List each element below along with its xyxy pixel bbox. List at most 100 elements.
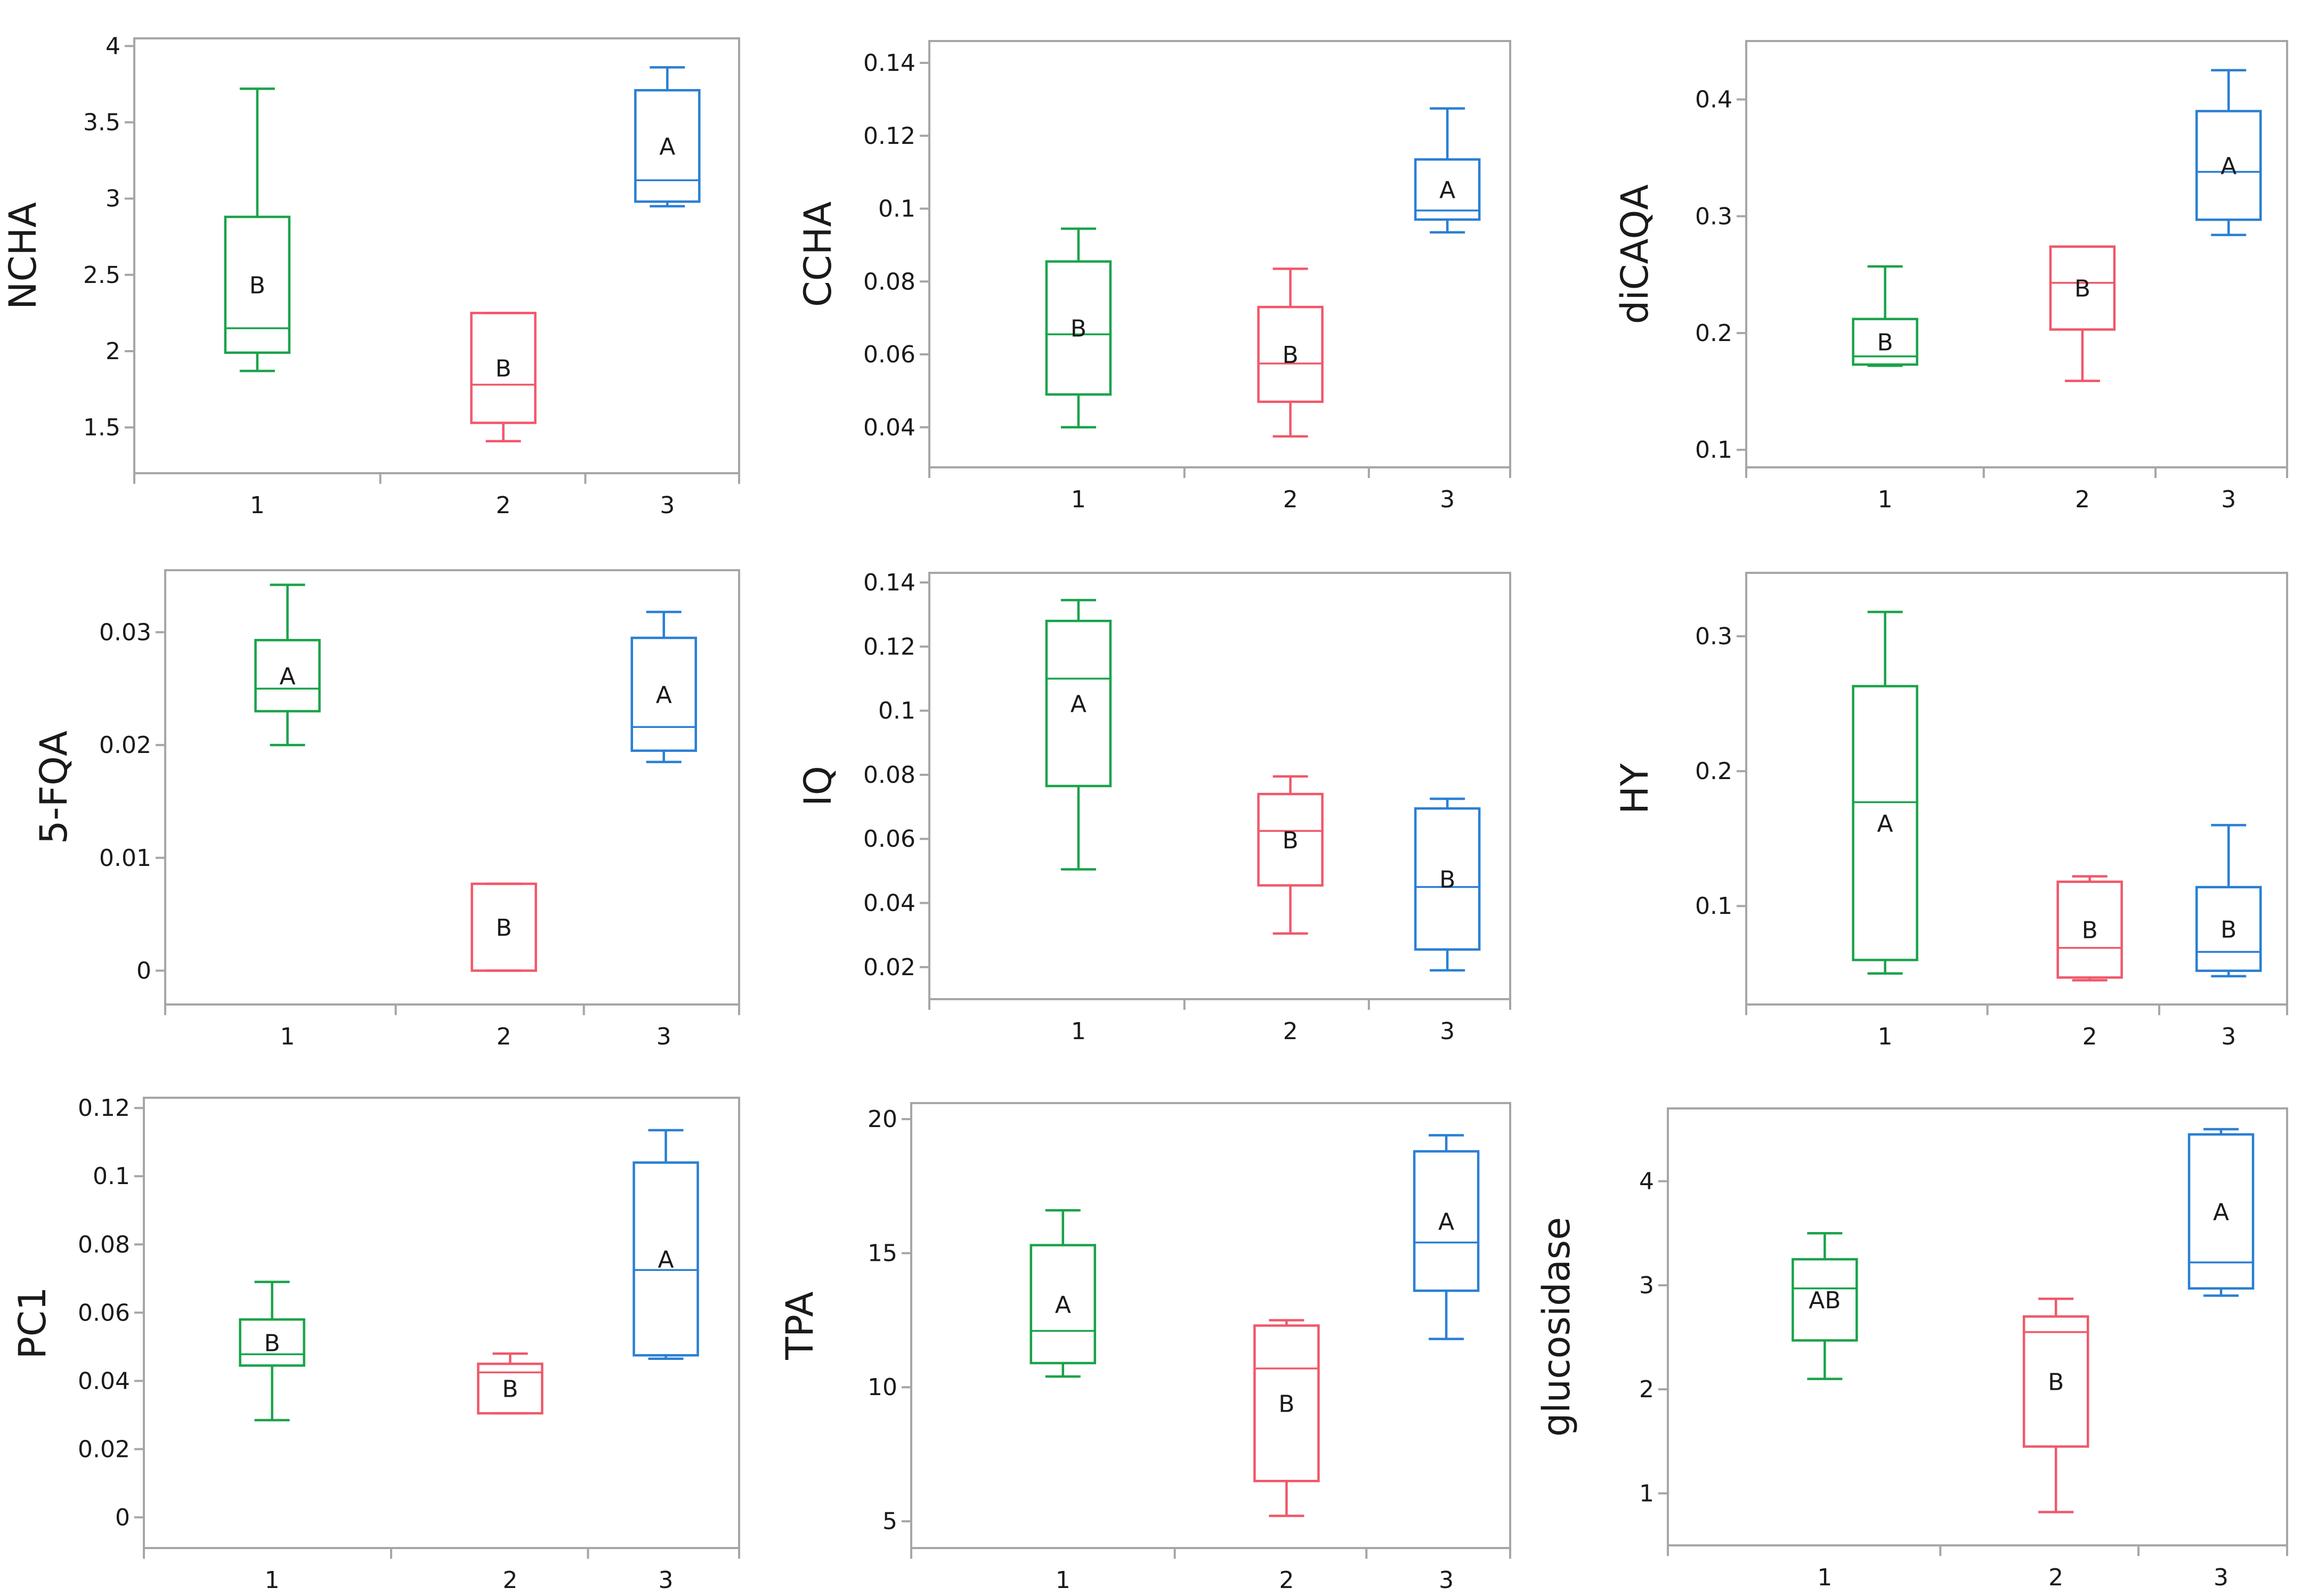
iqr-box xyxy=(224,215,291,354)
box-group-1: A xyxy=(1852,611,1918,975)
y-tick-label: 0.2 xyxy=(1695,758,1732,785)
y-tick-label: 0.01 xyxy=(99,845,151,872)
iqr-box xyxy=(477,1363,544,1415)
group-letter-label: B xyxy=(1439,866,1455,893)
y-tick-label: 2 xyxy=(1639,1376,1654,1403)
x-tick-label: 2 xyxy=(2082,1023,2097,1050)
y-tick-label: 3 xyxy=(106,185,120,213)
y-tick-label: 2.5 xyxy=(83,262,120,289)
box-group-3: B xyxy=(2195,824,2262,978)
plot-frame xyxy=(1667,1107,2288,1546)
y-tick-label: 0.1 xyxy=(93,1163,130,1190)
iqr-box xyxy=(470,312,537,424)
iqr-box xyxy=(1045,619,1112,788)
x-tick-label: 3 xyxy=(660,492,675,519)
box-plot-panel: 1.5 2 2.5 3 3.5 4 1 2 3 NCHA B B A xyxy=(1,33,740,519)
x-tick-label: 2 xyxy=(2075,486,2090,513)
box-plot-panel: 0 0.01 0.02 0.03 1 2 3 5-FQA A B A xyxy=(32,569,740,1050)
y-tick-label: 15 xyxy=(868,1240,897,1267)
group-letter-label: A xyxy=(1877,811,1893,838)
iqr-box xyxy=(1414,807,1481,951)
y-tick-label: 4 xyxy=(1639,1168,1654,1195)
y-tick-label: 0.2 xyxy=(1695,320,1732,347)
plot-frame xyxy=(143,1097,740,1549)
y-tick-label: 0.4 xyxy=(1695,86,1732,114)
x-tick-label: 2 xyxy=(502,1567,517,1593)
group-letter-label: A xyxy=(1438,1208,1454,1235)
box-group-1: A xyxy=(1030,1209,1096,1378)
y-tick-label: 10 xyxy=(868,1374,897,1401)
group-letter-label: B xyxy=(2048,1369,2064,1396)
box-group-2: B xyxy=(1253,1319,1320,1517)
x-tick-label: 2 xyxy=(2048,1564,2063,1591)
x-tick-label: 1 xyxy=(1878,486,1893,513)
y-tick-label: 0.04 xyxy=(863,414,915,441)
x-tick-label: 2 xyxy=(1283,486,1298,513)
plot-frame xyxy=(164,569,740,1006)
group-letter-label: A xyxy=(279,663,295,690)
plot-frame xyxy=(910,1102,1511,1549)
group-letter-label: A xyxy=(1055,1291,1071,1318)
y-tick-label: 20 xyxy=(868,1106,897,1133)
iqr-box xyxy=(1045,260,1112,396)
group-letter-label: B xyxy=(1282,827,1298,854)
y-tick-label: 0.12 xyxy=(863,123,915,150)
box-group-2: B xyxy=(477,1352,544,1415)
y-axis-title: diCAQA xyxy=(1613,184,1657,325)
iqr-box xyxy=(2195,886,2262,972)
x-tick-label: 1 xyxy=(1817,1564,1832,1591)
iqr-box xyxy=(1852,318,1918,366)
x-tick-label: 3 xyxy=(1440,486,1455,513)
x-tick-label: 1 xyxy=(1071,486,1086,513)
y-axis-title: IQ xyxy=(796,766,840,806)
box-group-1: A xyxy=(1045,598,1112,871)
group-letter-label: A xyxy=(658,1246,674,1273)
y-tick-label: 5 xyxy=(882,1508,897,1535)
y-tick-label: 0.03 xyxy=(99,619,151,646)
y-tick-label: 0.04 xyxy=(78,1367,130,1395)
x-tick-label: 2 xyxy=(497,1023,512,1050)
y-tick-label: 0.1 xyxy=(1695,893,1732,920)
x-tick-label: 1 xyxy=(1878,1023,1893,1050)
box-group-2: B xyxy=(2049,245,2116,383)
x-tick-label: 3 xyxy=(2221,486,2236,513)
y-tick-label: 0.02 xyxy=(99,732,151,759)
group-letter-label: A xyxy=(1071,691,1087,718)
iqr-box xyxy=(2049,245,2116,331)
iqr-box xyxy=(1257,305,1324,403)
y-tick-label: 0.08 xyxy=(863,268,915,295)
y-tick-label: 0.04 xyxy=(863,890,915,917)
group-letter-label: B xyxy=(495,355,511,382)
group-letter-label: B xyxy=(249,272,265,299)
group-letter-label: B xyxy=(1282,342,1298,369)
plot-frame xyxy=(133,37,740,474)
group-letter-label: B xyxy=(264,1330,280,1357)
box-group-3: A xyxy=(630,611,698,764)
y-axis-title: CCHA xyxy=(796,201,840,307)
y-axis-title: glucosidase xyxy=(1535,1217,1578,1437)
box-group-3: A xyxy=(2187,1128,2255,1297)
y-tick-label: 2 xyxy=(106,338,120,365)
y-axis-title: TPA xyxy=(778,1291,822,1360)
x-tick-label: 2 xyxy=(1283,1018,1298,1045)
box-group-2: B xyxy=(2056,875,2123,982)
y-tick-label: 0.3 xyxy=(1695,203,1732,230)
y-tick-label: 0.14 xyxy=(863,569,915,596)
box-plot-panel: 0.1 0.2 0.3 0.4 1 2 3 diCAQA B B A xyxy=(1613,40,2288,513)
y-tick-label: 0.08 xyxy=(863,761,915,789)
box-group-2: B xyxy=(1257,775,1324,935)
box-plot-panel: 0.04 0.06 0.08 0.1 0.12 0.14 1 2 3 CCHA B B A xyxy=(796,40,1511,513)
y-tick-label: 0.08 xyxy=(78,1231,130,1258)
group-letter-label: B xyxy=(1278,1390,1294,1417)
group-letter-label: A xyxy=(2213,1198,2229,1226)
y-tick-label: 0.02 xyxy=(78,1436,130,1463)
box-group-3: A xyxy=(2195,69,2262,237)
iqr-box xyxy=(2195,110,2262,221)
group-letter-label: B xyxy=(2220,916,2236,943)
iqr-box xyxy=(1852,685,1918,961)
plot-frame xyxy=(928,40,1511,468)
iqr-box xyxy=(254,638,321,712)
group-letter-label: B xyxy=(496,914,512,942)
iqr-box xyxy=(1253,1324,1320,1482)
